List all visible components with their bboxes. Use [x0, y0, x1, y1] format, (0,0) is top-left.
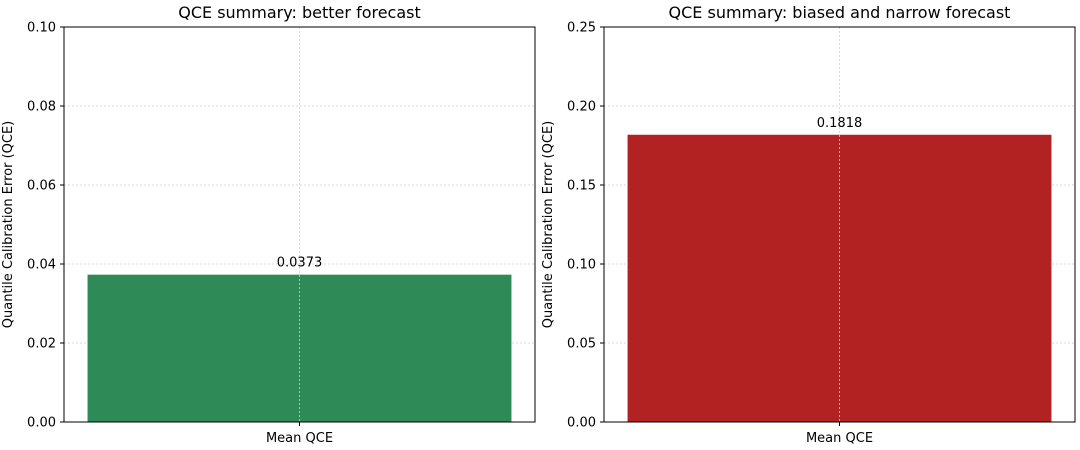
y-tick-label: 0.25: [567, 21, 596, 36]
y-tick-label: 0.20: [567, 100, 596, 115]
y-axis-label: Quantile Calibration Error (QCE): [1, 121, 16, 328]
bar-value-label: 0.1818: [817, 116, 863, 131]
y-tick-label: 0.08: [27, 100, 56, 115]
y-axis-label: Quantile Calibration Error (QCE): [541, 121, 556, 328]
chart-title: QCE summary: biased and narrow forecast: [669, 3, 1011, 22]
chart-panel-1: 0.00 0.02 0.04 0.06 0.08 0.10 Mean QCE 0.0373 QC…: [1, 3, 536, 446]
x-tick-label: Mean QCE: [266, 431, 333, 446]
y-tick-label: 0.04: [27, 258, 56, 273]
x-tick-label: Mean QCE: [806, 431, 873, 446]
y-tick-label: 0.05: [567, 337, 596, 352]
y-tick-label: 0.06: [27, 179, 56, 194]
bar-value-label: 0.0373: [277, 256, 323, 271]
y-tick-label: 0.00: [567, 416, 596, 431]
y-tick-label: 0.02: [27, 337, 56, 352]
chart-title: QCE summary: better forecast: [178, 3, 421, 22]
y-tick-label: 0.00: [27, 416, 56, 431]
y-tick-label: 0.15: [567, 179, 596, 194]
y-tick-label: 0.10: [567, 258, 596, 273]
bar: [627, 134, 1052, 423]
chart-panel-2: 0.00 0.05 0.10 0.15 0.20 0.25 Mean QCE 0.1818 QC…: [541, 3, 1076, 446]
y-tick-label: 0.10: [27, 21, 56, 36]
